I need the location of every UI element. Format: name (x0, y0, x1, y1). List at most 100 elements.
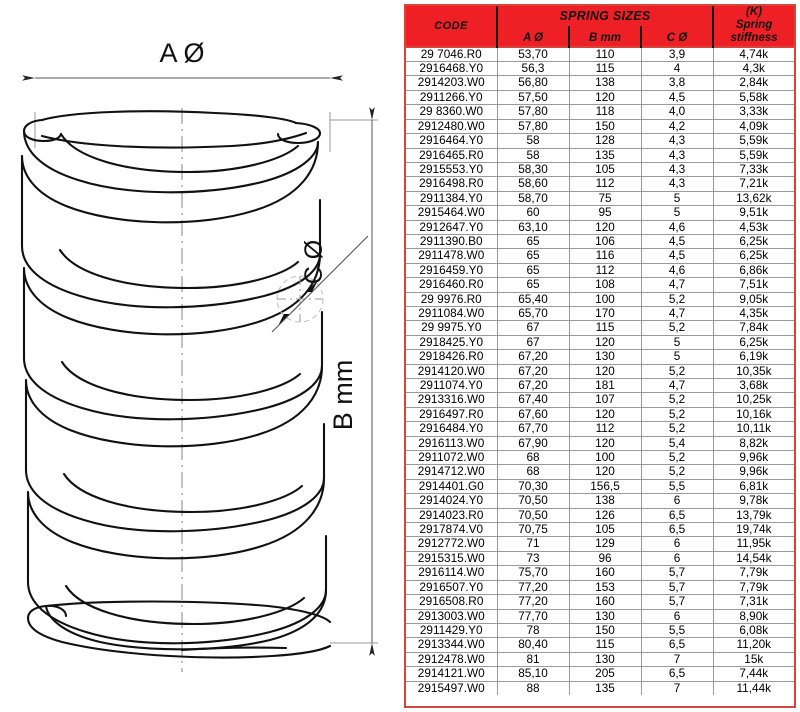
cell-stiffness: 7,51k (712, 277, 795, 293)
cell-code: 29 8360.W0 (406, 104, 497, 120)
cell-a-diameter: 65 (496, 233, 569, 249)
cell-c-diameter: 3,8 (640, 75, 714, 91)
cell-stiffness: 11,44k (712, 680, 795, 695)
cell-c-diameter: 5,2 (640, 392, 714, 408)
cell-code: 2914712.W0 (406, 464, 497, 480)
table-row: 29 9976.R0 65,40 100 5,2 9,05k (406, 291, 795, 307)
cell-a-diameter: 58,60 (496, 176, 569, 192)
cell-a-diameter: 67,20 (496, 377, 569, 393)
cell-code: 2916507.Y0 (406, 579, 497, 595)
cell-a-diameter: 58 (496, 147, 569, 163)
cell-a-diameter: 73 (496, 550, 569, 566)
table-row: 2914120.W0 67,20 120 5,2 10,35k (406, 363, 795, 379)
table-row: 2914023.R0 70,50 126 6,5 13,79k (406, 507, 795, 523)
cell-b-length: 118 (568, 104, 641, 120)
label-a-diameter: A Ø (159, 38, 204, 68)
cell-code: 2911074.Y0 (406, 377, 497, 393)
cell-code: 2914121.W0 (406, 666, 497, 682)
cell-code: 2915553.Y0 (406, 161, 497, 177)
header-spring-stiffness: (K) Spring stiffness (712, 6, 795, 47)
table-row: 2912647.Y0 63,10 120 4,6 4,53k (406, 219, 795, 235)
table-row: 29 7046.R0 53,70 110 3,9 4,74k (406, 45, 795, 62)
cell-a-diameter: 65 (496, 262, 569, 278)
cell-c-diameter: 5,2 (640, 320, 714, 336)
cell-c-diameter: 5 (640, 349, 714, 365)
cell-stiffness: 7,21k (712, 176, 795, 192)
table-row: 2916459.Y0 65 112 4,6 6,86k (406, 262, 795, 278)
cell-stiffness: 11,95k (712, 536, 795, 552)
cell-b-length: 107 (568, 392, 641, 408)
cell-code: 29 9976.R0 (406, 291, 497, 307)
table-row: 2915497.W0 88 135 7 11,44k (406, 680, 795, 695)
cell-code: 2914203.W0 (406, 75, 497, 91)
table-row: 2914712.W0 68 120 5,2 9,96k (406, 464, 795, 480)
cell-b-length: 120 (568, 363, 641, 379)
cell-code: 2911266.Y0 (406, 89, 497, 105)
cell-a-diameter: 77,20 (496, 594, 569, 609)
cell-stiffness: 10,25k (712, 392, 795, 408)
cell-b-length: 129 (568, 536, 641, 552)
cell-stiffness: 7,79k (712, 565, 795, 581)
cell-c-diameter: 5,2 (640, 291, 714, 307)
cell-c-diameter: 5,2 (640, 363, 714, 379)
cell-a-diameter: 85,10 (496, 666, 569, 682)
cell-a-diameter: 65,70 (496, 305, 569, 321)
cell-c-diameter: 4,3 (640, 147, 714, 163)
cell-code: 2911384.Y0 (406, 190, 497, 206)
table-row: 2917874.V0 70,75 105 6,5 19,74k (406, 522, 795, 537)
table-row: 2914401.G0 70,30 156,5 5,5 6,81k (406, 478, 795, 494)
cell-code: 2911429.Y0 (406, 622, 497, 638)
cell-a-diameter: 63,10 (496, 219, 569, 235)
table-row: 2911074.Y0 67,20 181 4,7 3,68k (406, 377, 795, 393)
cell-b-length: 106 (568, 233, 641, 249)
cell-a-diameter: 67,70 (496, 421, 569, 437)
cell-b-length: 153 (568, 579, 641, 595)
cell-c-diameter: 5,5 (640, 478, 714, 494)
cell-b-length: 112 (568, 421, 641, 437)
cell-b-length: 120 (568, 406, 641, 422)
cell-code: 2915497.W0 (406, 680, 497, 695)
table-row: 2916498.R0 58,60 112 4,3 7,21k (406, 176, 795, 192)
cell-c-diameter: 4,3 (640, 161, 714, 177)
dimension-a-outer-diameter: A Ø (22, 38, 343, 152)
cell-code: 2918425.Y0 (406, 334, 497, 350)
cell-a-diameter: 57,80 (496, 118, 569, 134)
cell-a-diameter: 67,20 (496, 349, 569, 365)
header-sub-a: A Ø (496, 25, 569, 47)
cell-code: 2917874.V0 (406, 522, 497, 537)
table-row: 2916468.Y0 56,3 115 4 4,3k (406, 61, 795, 76)
coil-spring-body (20, 110, 332, 659)
table-row: 2916113.W0 67,90 120 5,4 8,82k (406, 435, 795, 451)
cell-stiffness: 5,59k (712, 147, 795, 163)
cell-code: 2912647.Y0 (406, 219, 497, 235)
cell-b-length: 128 (568, 133, 641, 148)
table-row: 2916460.R0 65 108 4,7 7,51k (406, 277, 795, 293)
cell-a-diameter: 70,50 (496, 493, 569, 509)
table-row: 2918426.R0 67,20 130 5 6,19k (406, 349, 795, 365)
header-stiffness-symbol: (K) (746, 6, 763, 18)
table-row: 2911072.W0 68 100 5,2 9,96k (406, 450, 795, 465)
table-row: 2913344.W0 80,40 115 6,5 11,20k (406, 637, 795, 653)
table-row: 2916465.R0 58 135 4,3 5,59k (406, 147, 795, 163)
cell-a-diameter: 67,20 (496, 363, 569, 379)
table-row: 29 8360.W0 57,80 118 4,0 3,33k (406, 104, 795, 120)
cell-stiffness: 9,96k (712, 450, 795, 465)
cell-code: 2916464.Y0 (406, 133, 497, 148)
cell-b-length: 105 (568, 522, 641, 537)
cell-code: 2916113.W0 (406, 435, 497, 451)
cell-stiffness: 4,3k (712, 61, 795, 76)
cell-b-length: 160 (568, 594, 641, 609)
cell-c-diameter: 7 (640, 680, 714, 695)
table-row: 2915553.Y0 58,30 105 4,3 7,33k (406, 161, 795, 177)
cell-c-diameter: 4,5 (640, 248, 714, 264)
cell-a-diameter: 70,30 (496, 478, 569, 494)
cell-a-diameter: 57,50 (496, 89, 569, 105)
cell-stiffness: 6,08k (712, 622, 795, 638)
cell-code: 29 9975.Y0 (406, 320, 497, 336)
cell-stiffness: 9,96k (712, 464, 795, 480)
cell-code: 2915464.W0 (406, 205, 497, 221)
table-row: 2912772.W0 71 129 6 11,95k (406, 536, 795, 552)
spring-data-table: CODE SPRING SIZES (K) Spring stiffness A… (406, 6, 795, 695)
cell-a-diameter: 70,50 (496, 507, 569, 523)
table-row: 2911266.Y0 57,50 120 4,5 5,58k (406, 89, 795, 105)
